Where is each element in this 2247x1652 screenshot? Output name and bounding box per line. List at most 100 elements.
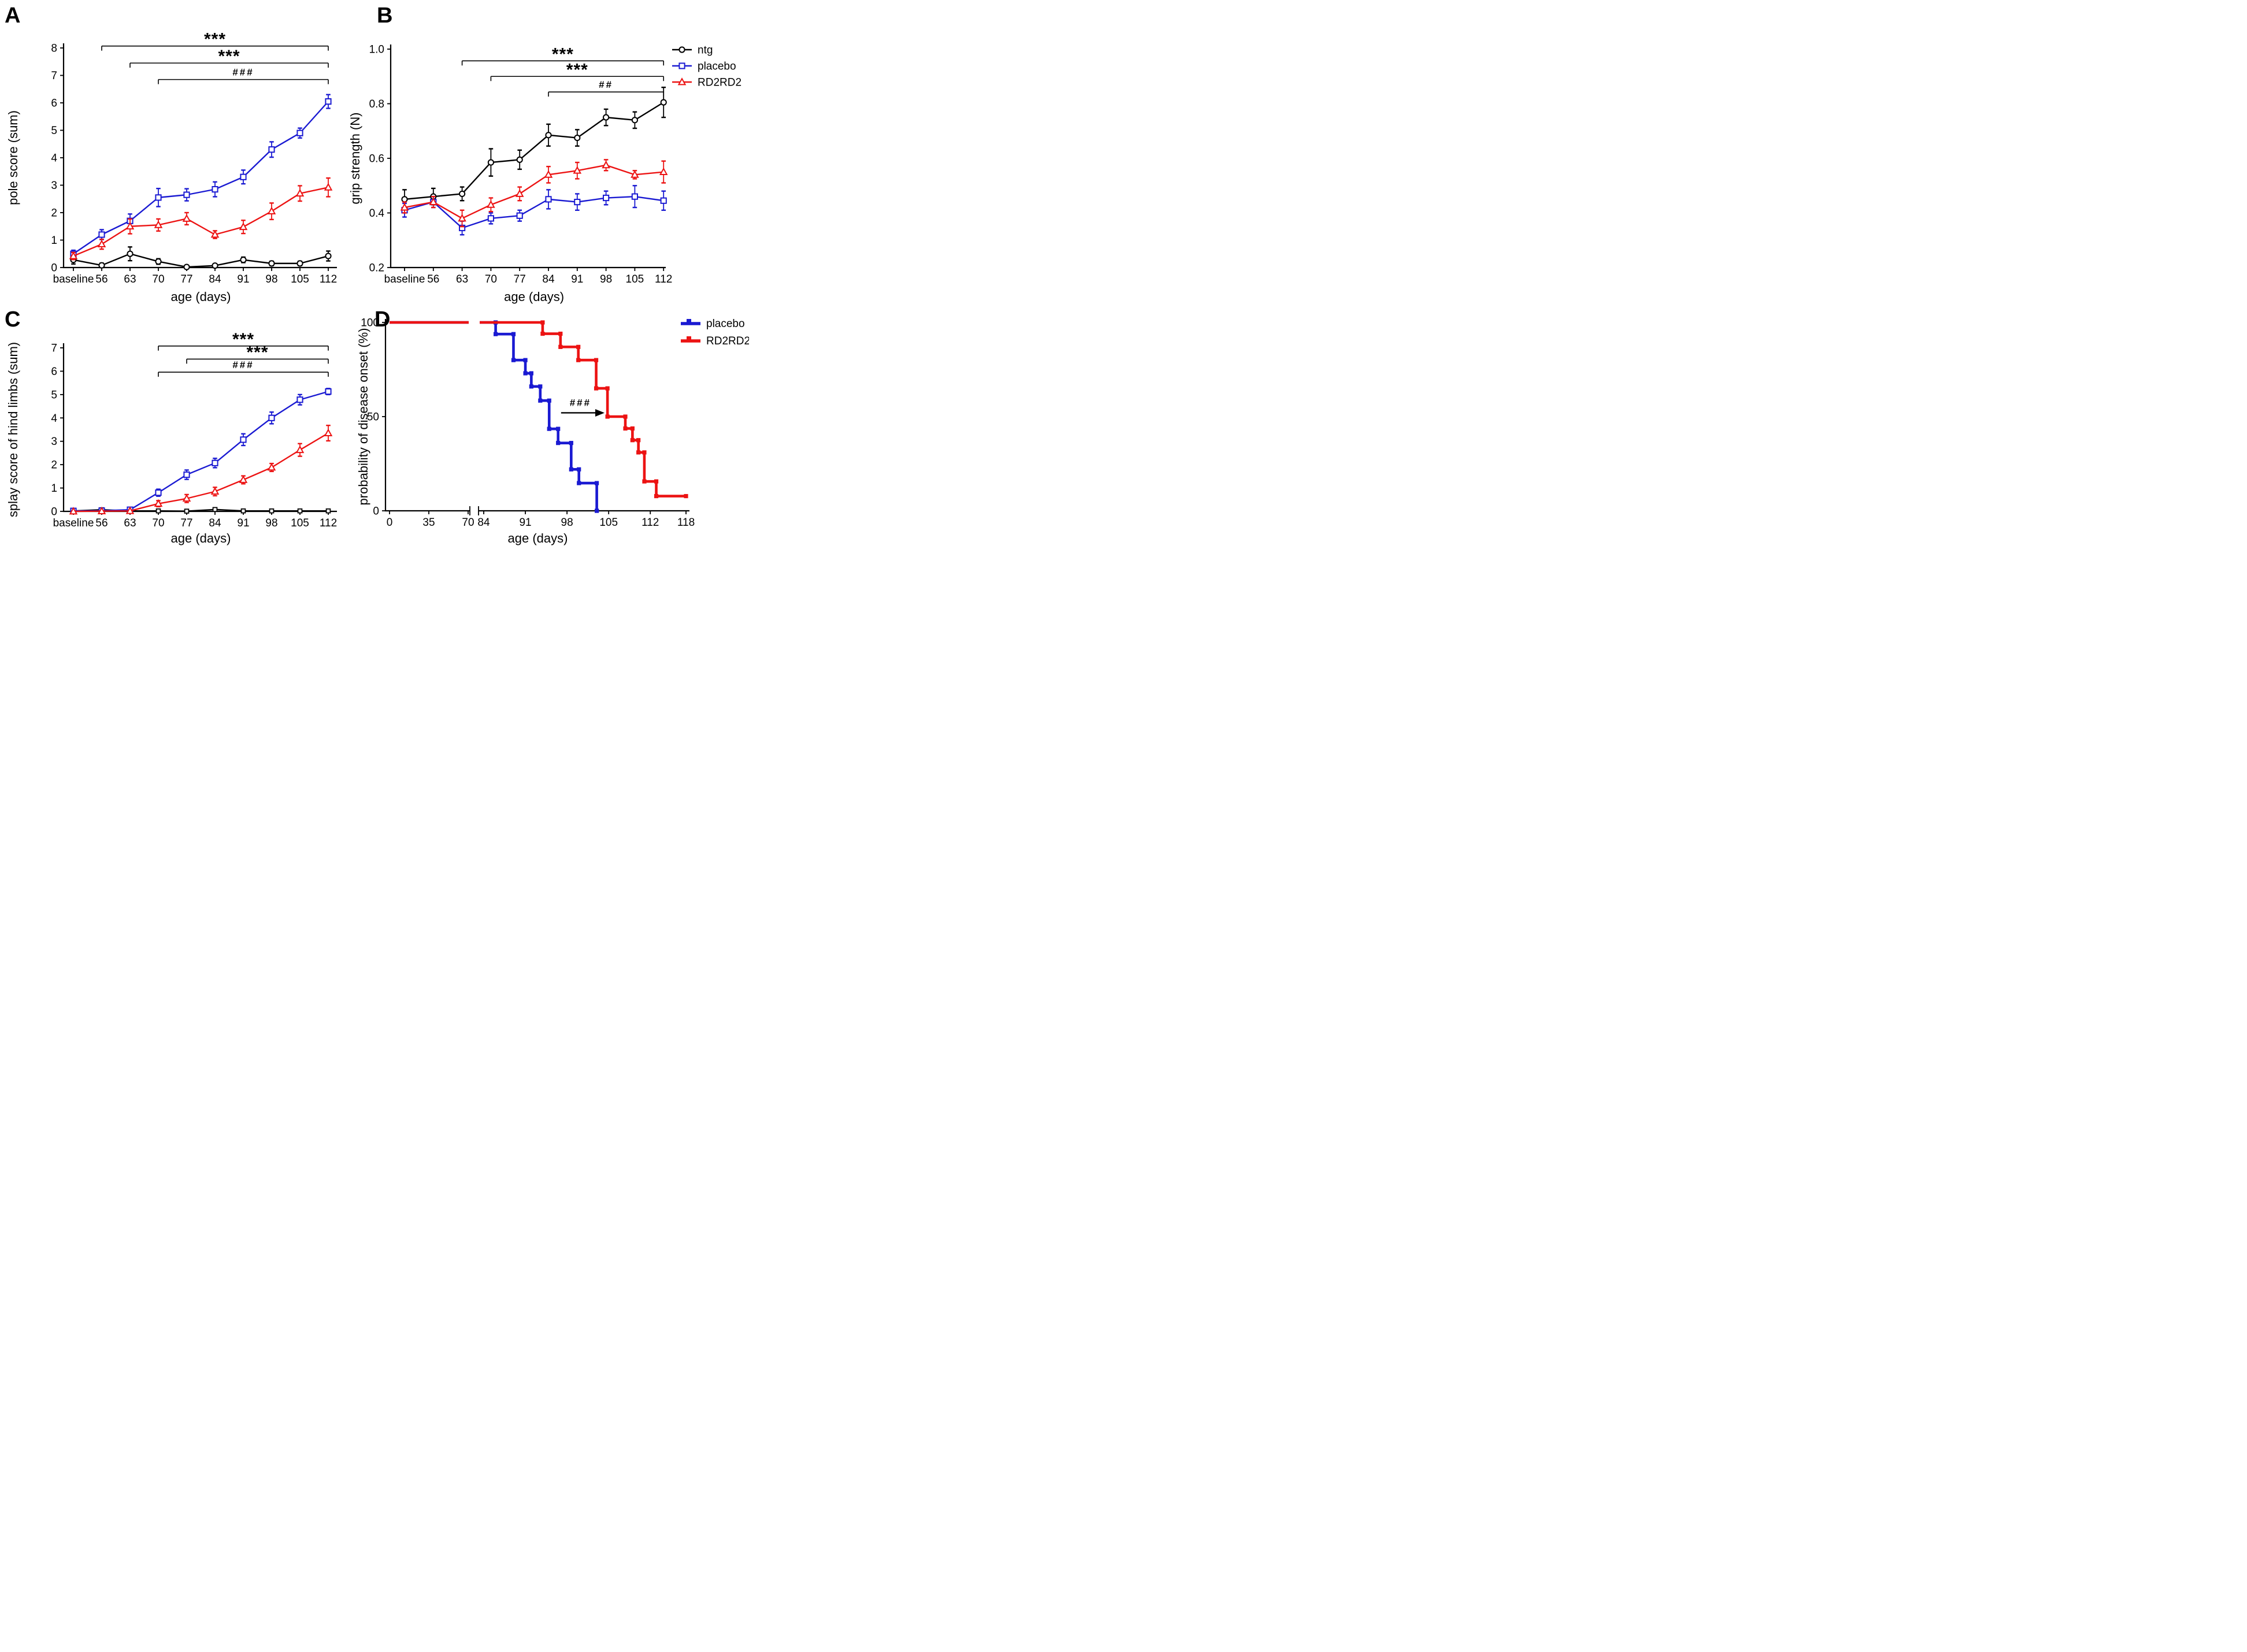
x-tick-label: 91 bbox=[571, 273, 583, 285]
y-tick-label: 3 bbox=[51, 180, 57, 192]
x-tick-label: 70 bbox=[152, 517, 164, 529]
significance-label: ### bbox=[232, 67, 254, 78]
x-tick-label: 84 bbox=[209, 273, 221, 285]
y-tick-label: 5 bbox=[51, 389, 57, 401]
figure-four-panel-chart: 0 1 2 3 4 5 6 7 8 baseline 56 63 70 77 84 91 98 105 112 age… bbox=[0, 0, 749, 551]
series-ntg bbox=[401, 86, 667, 210]
x-tick-label: 112 bbox=[655, 273, 672, 285]
x-axis-title: age (days) bbox=[171, 289, 231, 304]
y-tick-label: 0 bbox=[51, 506, 57, 518]
y-tick-label: 0.4 bbox=[369, 207, 385, 220]
x-tick-label: 98 bbox=[265, 517, 277, 529]
y-tick-label: 3 bbox=[51, 436, 57, 448]
x-tick-label: 98 bbox=[561, 517, 573, 529]
x-tick-label: baseline bbox=[384, 273, 425, 285]
y-tick-label: 4 bbox=[51, 413, 57, 425]
significance-label: *** bbox=[552, 44, 574, 64]
series-RD2RD2 bbox=[390, 320, 688, 499]
y-axis-title: splay score of hind limbs (sum) bbox=[6, 342, 20, 517]
y-tick-label: 2 bbox=[51, 207, 57, 220]
x-tick-label: 70 bbox=[485, 273, 497, 285]
x-tick-label: 77 bbox=[514, 273, 526, 285]
y-axis-title: grip strength (N) bbox=[348, 113, 362, 205]
x-tick-label: 91 bbox=[519, 517, 531, 529]
y-tick-label: 2 bbox=[51, 459, 57, 472]
panel-label-d: D bbox=[374, 307, 391, 332]
y-tick-label: 0 bbox=[51, 262, 57, 274]
y-tick-label: 0.6 bbox=[369, 153, 384, 165]
x-tick-label: 56 bbox=[95, 517, 107, 529]
x-tick-label: 91 bbox=[237, 273, 249, 285]
panel-D: 0 50 100 0 35 70 84 91 98 105 112 118 age (days) prob… bbox=[356, 317, 749, 546]
y-tick-label: 6 bbox=[51, 98, 57, 110]
series-RD2RD2 bbox=[69, 425, 333, 515]
x-tick-label: baseline bbox=[53, 273, 94, 285]
x-tick-label: 112 bbox=[320, 273, 337, 285]
series-RD2RD2 bbox=[69, 177, 333, 261]
legend-label: placebo bbox=[706, 318, 745, 330]
legend-label: RD2RD2 bbox=[706, 335, 749, 347]
y-tick-label: 0.8 bbox=[369, 98, 384, 110]
x-tick-label: baseline bbox=[53, 517, 94, 529]
significance-label: *** bbox=[218, 47, 240, 66]
legend-label: ntg bbox=[698, 44, 713, 57]
significance-label: *** bbox=[566, 60, 588, 79]
significance-label: ## bbox=[599, 79, 613, 90]
panel-B: 0.2 0.4 0.6 0.8 1.0 baseline 56 63 70 77 84 91 98 105… bbox=[348, 44, 741, 305]
x-tick-label: 77 bbox=[180, 273, 192, 285]
x-tick-label: 112 bbox=[320, 517, 337, 529]
significance-label: *** bbox=[232, 330, 254, 349]
x-axis-title: age (days) bbox=[171, 531, 231, 545]
y-tick-label: 8 bbox=[51, 43, 57, 55]
legend-label: placebo bbox=[698, 61, 736, 73]
y-tick-label: 100 bbox=[361, 317, 379, 329]
legend: placebo RD2RD2 bbox=[681, 318, 749, 347]
x-tick-label: 84 bbox=[209, 517, 221, 529]
x-axis-title: age (days) bbox=[508, 531, 568, 545]
x-tick-label: 0 bbox=[387, 517, 393, 529]
legend-label: RD2RD2 bbox=[698, 77, 741, 89]
y-axis-title: probability of disease onset (%) bbox=[356, 328, 370, 506]
x-tick-label: 70 bbox=[462, 517, 474, 529]
x-tick-label: 35 bbox=[422, 517, 435, 529]
x-axis-title: age (days) bbox=[504, 289, 564, 304]
significance-label: ### bbox=[570, 397, 591, 408]
x-tick-label: 112 bbox=[642, 517, 659, 529]
series-placebo bbox=[70, 94, 332, 258]
significance-label: ### bbox=[232, 359, 254, 370]
y-tick-label: 4 bbox=[51, 153, 57, 165]
x-tick-label: 56 bbox=[95, 273, 107, 285]
y-tick-label: 1 bbox=[51, 482, 57, 495]
x-tick-label: 105 bbox=[626, 273, 644, 285]
y-tick-label: 7 bbox=[51, 70, 57, 82]
y-tick-label: 50 bbox=[367, 411, 379, 424]
x-tick-label: 84 bbox=[477, 517, 490, 529]
series-placebo bbox=[390, 320, 599, 513]
x-tick-label: 77 bbox=[180, 517, 192, 529]
series-ntg bbox=[70, 246, 332, 270]
x-tick-label: 98 bbox=[600, 273, 612, 285]
x-tick-label: 63 bbox=[124, 517, 136, 529]
x-tick-label: 105 bbox=[291, 273, 309, 285]
series-RD2RD2 bbox=[400, 159, 668, 228]
x-tick-label: 63 bbox=[124, 273, 136, 285]
y-tick-label: 1.0 bbox=[369, 44, 384, 56]
shift-annotation: ### bbox=[561, 397, 605, 417]
x-tick-label: 105 bbox=[291, 517, 309, 529]
y-tick-label: 7 bbox=[51, 343, 57, 355]
x-tick-label: 84 bbox=[542, 273, 555, 285]
x-tick-label: 63 bbox=[456, 273, 468, 285]
significance-label: *** bbox=[204, 30, 226, 49]
x-tick-label: 91 bbox=[237, 517, 249, 529]
y-tick-label: 0.2 bbox=[369, 262, 384, 274]
panel-label-a: A bbox=[5, 3, 21, 28]
x-tick-label: 98 bbox=[265, 273, 277, 285]
x-tick-label: 70 bbox=[152, 273, 164, 285]
y-tick-label: 1 bbox=[51, 235, 57, 247]
x-tick-label: 56 bbox=[427, 273, 439, 285]
panel-label-c: C bbox=[5, 307, 21, 332]
y-tick-label: 6 bbox=[51, 366, 57, 378]
x-tick-label: 118 bbox=[677, 517, 695, 529]
